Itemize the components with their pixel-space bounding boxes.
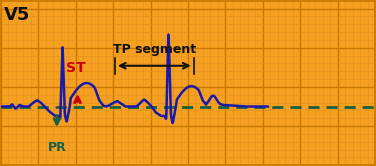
Text: V5: V5 xyxy=(4,6,30,24)
Text: PR: PR xyxy=(47,141,66,154)
Text: ST: ST xyxy=(66,61,85,75)
Text: TP segment: TP segment xyxy=(113,42,196,56)
